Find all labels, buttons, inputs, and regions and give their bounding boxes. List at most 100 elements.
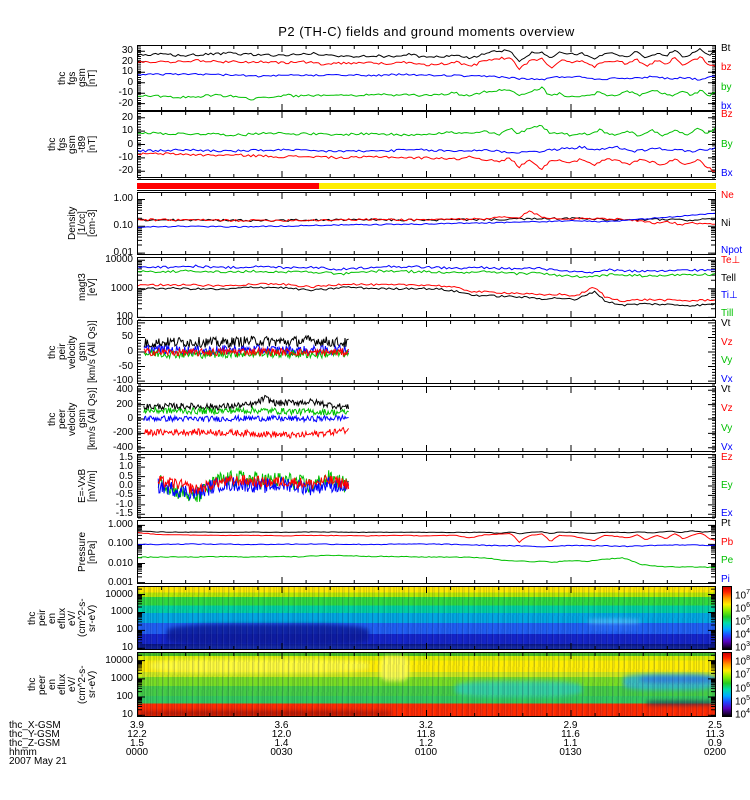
legend-fgs_gsm_t89-By: By (721, 138, 733, 150)
panel-fgs_gsm (137, 45, 716, 112)
ytick-label-fgs_gsm: 20 (121, 55, 133, 67)
ytick-label-peir_vel: -50 (118, 360, 133, 372)
legend-density-Ni: Ni (721, 217, 731, 229)
spec-patch-4 (639, 675, 715, 684)
colorbar-spec_peir (722, 586, 732, 650)
ytick-label-fgs_gsm: 30 (121, 45, 133, 57)
legend-fgs_gsm-bz: bz (721, 62, 732, 74)
legend-peir_vel-Vy: Vy (721, 355, 733, 367)
footer-value: 3.2 (419, 720, 433, 731)
footer-row-label-thc_X-GSM: thc_X-GSM (9, 720, 61, 731)
ytick-label-fgs_gsm_t89: 20 (121, 111, 133, 123)
ytick-label-fgs_gsm: 0 (127, 76, 133, 88)
panel-peer_vel (137, 385, 716, 453)
panel-spec_peir (137, 586, 716, 650)
ytick-label-peer_vel: 400 (116, 384, 133, 396)
ytick-label-density: 1.00 (113, 193, 133, 205)
ytick-label-peer_vel: -400 (112, 441, 133, 453)
ytick-label-spec_peir: 10 (121, 642, 133, 654)
ytick-label-peir_vel: 50 (121, 331, 133, 343)
panel-peir_vel (137, 319, 716, 385)
ytick-label-spec_peir: 10000 (105, 588, 133, 600)
ytick-label-peer_vel: 200 (116, 398, 133, 410)
ytick-label-magt3: 1000 (110, 282, 133, 294)
ytick-label-spec_peir: 1000 (110, 606, 133, 618)
legend-pressure-Pb: Pb (721, 536, 734, 548)
footer-value: 11.3 (705, 729, 725, 740)
spec-patch-1 (380, 656, 410, 682)
ytick-label-peir_vel: -100 (112, 375, 133, 387)
legend-fgs_gsm_t89-Bx: Bx (721, 167, 733, 179)
legend-fgs_gsm_t89-Bz: Bz (721, 109, 733, 121)
spec-patch-2 (455, 680, 583, 698)
ytick-label-efield: -1.0 (115, 498, 133, 510)
footer-value: 11.6 (561, 729, 580, 740)
legend-pressure-Pe: Pe (721, 555, 734, 567)
colorbar-spec_peer (722, 652, 732, 717)
legend-peer_vel-Vy: Vy (721, 422, 733, 434)
footer-value: 0130 (559, 747, 582, 758)
legend-fgs_gsm-Bt: Bt (721, 42, 731, 54)
ytick-label-efield: 1.5 (119, 451, 133, 463)
legend-peir_vel-Vt: Vt (721, 317, 731, 329)
spec-patch-1 (588, 619, 640, 625)
ytick-label-spec_peer: 10000 (105, 654, 133, 666)
panel-magt3 (137, 257, 716, 318)
ytick-label-pressure: 0.100 (107, 538, 133, 550)
panel-efield (137, 454, 716, 519)
legend-peir_vel-Vz: Vz (721, 336, 733, 348)
spec-patch-0 (166, 624, 369, 646)
colorbar-tick-spec_peir: 105 (735, 615, 750, 628)
spectrogram-spec_peir (138, 587, 715, 649)
ytick-label-pressure: 0.001 (107, 576, 133, 588)
footer-value: 2.9 (563, 720, 578, 731)
ytick-label-spec_peer: 1000 (110, 672, 133, 684)
legend-efield-Ey: Ey (721, 480, 733, 491)
plot-title: P2 (TH-C) fields and ground moments over… (278, 24, 575, 39)
colorbar-tick-spec_peer: 106 (735, 681, 750, 694)
ytick-label-density: 0.10 (113, 220, 133, 232)
footer-value: 3.6 (274, 720, 289, 731)
ytick-label-efield: 0.0 (119, 480, 133, 491)
colorbar-tick-spec_peir: 107 (735, 589, 750, 602)
ytick-label-efield: 1.0 (119, 461, 133, 473)
legend-peir_vel-Vx: Vx (721, 374, 733, 386)
ytick-label-density: 0.01 (113, 247, 133, 259)
footer-value: 0.9 (708, 738, 722, 749)
footer-value: 1.5 (130, 738, 144, 749)
colorbar-tick-spec_peir: 103 (735, 641, 750, 654)
ytick-label-spec_peir: 100 (116, 624, 133, 636)
spec-noise-texture (138, 587, 715, 649)
spec-noise-texture (138, 653, 715, 716)
colorbar-tick-spec_peer: 105 (735, 694, 750, 708)
legend-density-Npot: Npot (721, 245, 743, 257)
colorbar-tick-spec_peer: 104 (735, 708, 750, 721)
legend-peer_vel-Vt: Vt (721, 383, 731, 395)
legend-magt3-Tell: Tell (721, 272, 737, 284)
ytick-label-efield: -0.5 (115, 489, 133, 501)
legend-magt3-Ti⊥: Ti⊥ (721, 290, 738, 302)
ytick-label-fgs_gsm: -10 (118, 87, 133, 99)
legend-magt3-Te⊥: Te⊥ (721, 254, 741, 266)
colorbar-tick-spec_peer: 108 (735, 655, 750, 668)
ytick-label-efield: 0.5 (119, 470, 133, 482)
footer-value: 0000 (125, 747, 149, 758)
footer-value: 12.0 (271, 729, 292, 740)
footer-value: 0100 (414, 747, 438, 758)
footer-value: 1.2 (419, 738, 433, 749)
ytick-label-peir_vel: 0 (127, 346, 133, 357)
panel-fgs_gsm_t89 (137, 110, 716, 179)
ytick-label-fgs_gsm: -20 (118, 97, 133, 109)
legend-efield-Ex: Ex (721, 508, 733, 520)
ytick-label-pressure: 1.000 (107, 519, 133, 531)
ytick-label-fgs_gsm_t89: -10 (118, 151, 133, 163)
ytick-label-magt3: 10000 (105, 254, 133, 266)
ytick-label-pressure: 0.010 (107, 557, 133, 569)
legend-efield-Ez: Ez (721, 451, 733, 463)
legend-fgs_gsm-bx: bx (721, 101, 732, 113)
ytick-label-peer_vel: 0 (127, 413, 133, 424)
footer-value: 0030 (270, 747, 293, 758)
footer-date: 2007 May 21 (9, 756, 67, 767)
spec-patch-0 (149, 659, 369, 674)
ytick-label-fgs_gsm: 10 (121, 66, 133, 78)
